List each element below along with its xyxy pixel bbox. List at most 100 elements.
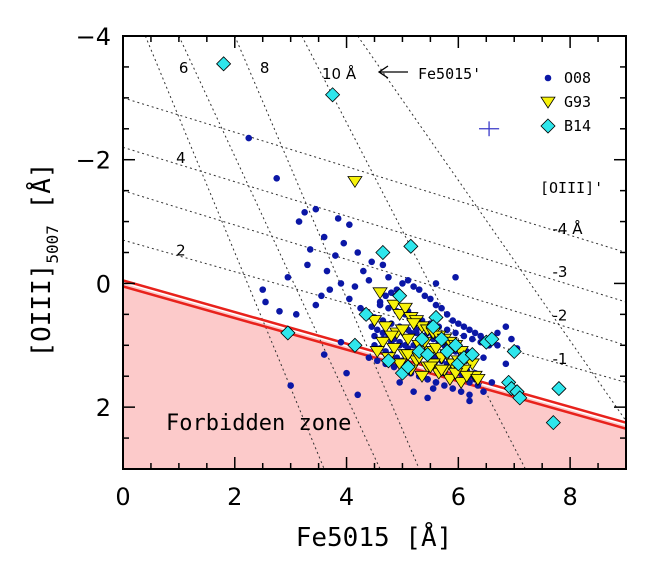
o08-point bbox=[284, 273, 292, 281]
g93-point bbox=[369, 346, 386, 359]
o08-point bbox=[306, 246, 314, 253]
b14-point bbox=[380, 353, 397, 369]
forbidden-zone bbox=[123, 283, 626, 469]
tick-labels: 0 2 4 6 8 −4 −2 0 2 bbox=[76, 23, 578, 511]
o08-point bbox=[354, 391, 362, 399]
o08-point bbox=[373, 357, 381, 365]
o08-point bbox=[410, 283, 417, 290]
fe5015-contour-3 bbox=[301, 36, 526, 469]
g93-point bbox=[372, 287, 388, 300]
b14-point bbox=[420, 346, 436, 363]
o08-point bbox=[273, 174, 280, 182]
b14-point bbox=[400, 359, 416, 375]
b14-point bbox=[425, 319, 441, 335]
x-tick-label: 6 bbox=[451, 483, 466, 511]
o08-point bbox=[365, 354, 373, 361]
o08-point bbox=[354, 249, 362, 256]
b14-point bbox=[280, 325, 296, 341]
legend: O08 G93 B14 bbox=[540, 69, 591, 135]
g93-point bbox=[470, 374, 486, 386]
o08-point bbox=[488, 379, 496, 386]
o08-point bbox=[312, 205, 320, 213]
y-axis-title: [OIII]5007 [Å] bbox=[25, 162, 62, 357]
o08-point bbox=[480, 388, 487, 395]
x-tick-label: 4 bbox=[339, 483, 354, 511]
legend-label-o08: O08 bbox=[564, 69, 591, 87]
o08-point bbox=[385, 273, 392, 281]
b14-point bbox=[434, 331, 450, 347]
o08-point bbox=[343, 369, 350, 377]
o08-point bbox=[471, 329, 479, 337]
data-points bbox=[216, 56, 567, 431]
zone-label: Forbidden zone bbox=[166, 411, 351, 436]
o08-point bbox=[337, 280, 345, 287]
b14-point bbox=[414, 331, 430, 347]
fe5015-contour-label: 4 bbox=[176, 149, 186, 167]
o08-point bbox=[387, 289, 395, 297]
legend-marker-o08 bbox=[544, 74, 552, 82]
fe5015-10-label: 10 Å bbox=[322, 64, 357, 83]
error-bar bbox=[479, 121, 500, 137]
o08-point bbox=[452, 329, 459, 337]
oiii-contour-4 bbox=[123, 239, 626, 383]
fe5015-contour-1 bbox=[144, 36, 325, 469]
o08-point bbox=[259, 286, 267, 293]
g93-point bbox=[366, 315, 383, 328]
o08-point bbox=[460, 332, 468, 340]
o08-point bbox=[346, 221, 353, 228]
o08-point bbox=[502, 360, 510, 368]
x-tick-label: 8 bbox=[562, 483, 577, 511]
o08-point bbox=[376, 301, 384, 309]
o08-point bbox=[410, 388, 417, 395]
o08-point bbox=[346, 295, 353, 303]
g93-point bbox=[386, 343, 402, 356]
o08-point bbox=[390, 363, 398, 371]
b14-point bbox=[375, 244, 391, 261]
plot-area bbox=[123, 36, 626, 469]
o08-point bbox=[332, 252, 339, 259]
o08-point bbox=[460, 323, 468, 331]
o08-point bbox=[466, 397, 473, 405]
o08-point bbox=[357, 304, 364, 312]
g93-point bbox=[397, 302, 413, 315]
o08-point bbox=[326, 286, 334, 293]
fe5015-prime-label: Fe5015' bbox=[418, 65, 481, 83]
b14-point bbox=[347, 337, 363, 353]
b14-point bbox=[403, 238, 419, 254]
fe5015-contour-label: 8 bbox=[260, 59, 270, 77]
fe5015-arrow-head bbox=[377, 65, 389, 79]
o08-point bbox=[429, 385, 437, 392]
x-tick-label: 2 bbox=[227, 483, 242, 511]
o08-point bbox=[337, 338, 345, 346]
b14-point bbox=[325, 87, 341, 103]
legend-marker-g93 bbox=[540, 96, 556, 109]
o08-point bbox=[424, 376, 431, 383]
o08-point bbox=[404, 277, 412, 284]
o08-point bbox=[360, 267, 367, 275]
o08-point bbox=[340, 239, 348, 247]
oiii-prime-label: [OIII]' bbox=[540, 179, 603, 197]
o08-point bbox=[424, 394, 431, 402]
g93-point bbox=[405, 318, 422, 331]
o08-point bbox=[449, 385, 457, 392]
o08-point bbox=[351, 283, 359, 290]
o08-point bbox=[287, 382, 294, 389]
legend-marker-b14 bbox=[540, 118, 556, 134]
o08-point bbox=[457, 388, 465, 395]
oiii-contour-2 bbox=[123, 146, 626, 303]
o08-point bbox=[320, 233, 328, 241]
o08-point bbox=[365, 277, 373, 284]
g93-point bbox=[383, 330, 400, 343]
y-axis-title-unit: [Å] bbox=[25, 162, 57, 225]
o08-point bbox=[334, 215, 342, 222]
x-tick-label: 0 bbox=[115, 483, 130, 511]
o08-point bbox=[432, 280, 440, 287]
o08-point bbox=[494, 329, 501, 337]
g93-point bbox=[394, 324, 411, 337]
o08-point bbox=[427, 295, 434, 303]
contour-lines bbox=[123, 36, 626, 469]
g93-point bbox=[414, 370, 430, 383]
b14-point bbox=[506, 343, 522, 360]
b14-point bbox=[358, 306, 374, 322]
